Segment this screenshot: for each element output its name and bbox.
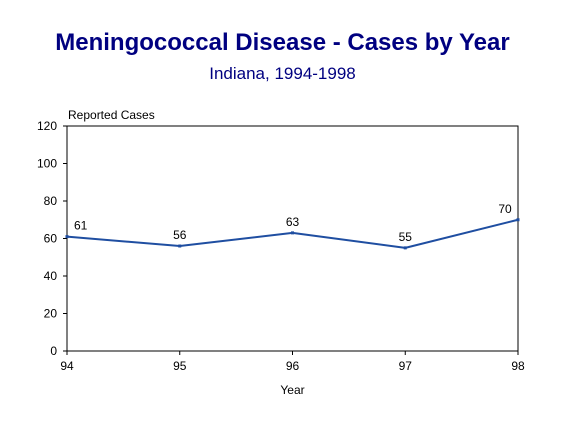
y-tick-label: 60 — [44, 232, 58, 246]
chart-subtitle: Indiana, 1994-1998 — [209, 64, 356, 83]
y-tick-label: 80 — [44, 194, 58, 208]
y-tick-label: 120 — [37, 119, 57, 133]
data-point — [291, 231, 294, 235]
x-axis: 94 95 96 97 98 — [60, 351, 525, 373]
series-layer: 61 56 63 55 70 — [65, 202, 520, 250]
y-tick-label: 20 — [44, 307, 58, 321]
data-label: 55 — [399, 230, 413, 244]
x-tick-label: 98 — [511, 359, 525, 373]
data-point — [65, 235, 69, 239]
data-point — [516, 218, 520, 222]
data-label: 61 — [74, 219, 88, 233]
y-axis-label: Reported Cases — [68, 108, 155, 122]
x-tick-label: 97 — [399, 359, 413, 373]
data-label: 56 — [173, 228, 187, 242]
y-tick-label: 0 — [50, 344, 57, 358]
x-tick-label: 94 — [60, 359, 74, 373]
data-label: 63 — [286, 215, 300, 229]
data-label: 70 — [498, 202, 512, 216]
chart-title: Meningococcal Disease - Cases by Year — [55, 29, 510, 56]
data-point — [403, 246, 407, 250]
x-axis-label: Year — [280, 383, 304, 397]
x-tick-label: 95 — [173, 359, 187, 373]
plot-area — [66, 125, 519, 352]
x-tick-label: 96 — [286, 359, 300, 373]
data-point — [178, 244, 182, 248]
y-axis: 0 20 40 60 80 100 120 — [37, 119, 67, 358]
y-tick-label: 40 — [44, 269, 58, 283]
y-tick-label: 100 — [37, 157, 57, 171]
